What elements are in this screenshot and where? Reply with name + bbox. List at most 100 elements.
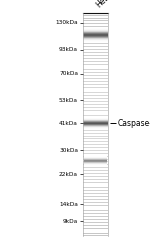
Bar xyxy=(83,39,108,40)
Bar xyxy=(83,30,108,31)
Bar xyxy=(83,211,108,212)
Bar xyxy=(83,37,108,38)
Bar xyxy=(83,81,108,82)
Bar xyxy=(84,160,107,161)
Bar xyxy=(83,199,108,200)
Text: 41kDa: 41kDa xyxy=(59,121,78,126)
Bar xyxy=(84,157,107,158)
Bar xyxy=(83,33,108,34)
Bar xyxy=(83,36,108,37)
Bar xyxy=(83,219,108,220)
Bar xyxy=(83,133,108,134)
Bar xyxy=(83,92,108,93)
Bar xyxy=(83,161,108,162)
Bar xyxy=(83,208,108,209)
Bar xyxy=(83,37,108,38)
Bar xyxy=(83,98,108,99)
Bar xyxy=(84,156,107,157)
Bar xyxy=(83,128,108,129)
Bar xyxy=(83,41,108,42)
Bar xyxy=(83,125,108,126)
Bar xyxy=(83,144,108,145)
Bar xyxy=(83,35,108,36)
Bar xyxy=(83,33,108,34)
Bar xyxy=(83,227,108,228)
Bar xyxy=(83,124,108,125)
Bar xyxy=(83,207,108,208)
Bar xyxy=(84,162,107,163)
Bar xyxy=(83,216,108,217)
Text: Caspase-11: Caspase-11 xyxy=(118,119,150,128)
Bar xyxy=(83,67,108,68)
Bar xyxy=(83,179,108,180)
Text: HeLa: HeLa xyxy=(94,0,114,10)
Bar xyxy=(83,32,108,33)
Bar xyxy=(83,121,108,122)
Bar xyxy=(83,127,108,128)
Bar xyxy=(83,126,108,127)
Bar xyxy=(84,158,107,159)
Bar xyxy=(83,121,108,122)
Bar xyxy=(83,119,108,120)
Bar xyxy=(83,32,108,33)
Bar xyxy=(83,35,108,36)
Bar xyxy=(83,190,108,191)
Bar xyxy=(84,159,107,160)
Bar xyxy=(83,173,108,174)
Bar xyxy=(83,29,108,30)
Bar xyxy=(84,164,107,165)
Bar xyxy=(83,125,108,126)
Text: 70kDa: 70kDa xyxy=(59,71,78,76)
Bar xyxy=(83,176,108,177)
Bar xyxy=(84,163,107,164)
Bar xyxy=(83,119,108,120)
Bar xyxy=(83,78,108,79)
Bar xyxy=(83,138,108,139)
Bar xyxy=(83,29,108,30)
Bar xyxy=(83,130,108,131)
Bar xyxy=(83,213,108,214)
Bar xyxy=(83,235,108,236)
Bar xyxy=(83,87,108,88)
Text: 30kDa: 30kDa xyxy=(59,148,78,152)
Text: 53kDa: 53kDa xyxy=(59,98,78,103)
Bar xyxy=(83,120,108,121)
Bar xyxy=(83,101,108,102)
Bar xyxy=(83,118,108,119)
Bar xyxy=(83,150,108,151)
Bar xyxy=(84,164,107,165)
Bar xyxy=(84,157,107,158)
Bar xyxy=(83,28,108,29)
Bar xyxy=(83,83,108,84)
Bar xyxy=(83,170,108,171)
Bar xyxy=(83,26,108,27)
Bar xyxy=(83,31,108,32)
Bar xyxy=(83,34,108,35)
Bar xyxy=(83,153,108,154)
Bar xyxy=(83,106,108,107)
Bar xyxy=(83,17,108,18)
Bar xyxy=(83,142,108,143)
Bar xyxy=(83,127,108,128)
Text: 14kDa: 14kDa xyxy=(59,202,78,207)
Bar xyxy=(83,128,108,129)
Bar xyxy=(83,127,108,128)
Bar xyxy=(83,196,108,197)
Bar xyxy=(83,124,108,125)
Bar xyxy=(83,40,108,41)
Bar xyxy=(83,38,108,39)
Bar xyxy=(83,38,108,39)
Bar xyxy=(83,104,108,105)
Bar xyxy=(83,167,108,168)
Bar xyxy=(83,122,108,123)
Bar xyxy=(83,39,108,40)
Bar xyxy=(83,123,108,124)
Bar xyxy=(84,158,107,159)
Text: 130kDa: 130kDa xyxy=(55,21,78,25)
Bar xyxy=(84,163,107,164)
Bar xyxy=(83,129,108,130)
Bar xyxy=(83,41,108,42)
Bar xyxy=(83,40,108,41)
Bar xyxy=(83,156,108,157)
Bar xyxy=(84,161,107,162)
